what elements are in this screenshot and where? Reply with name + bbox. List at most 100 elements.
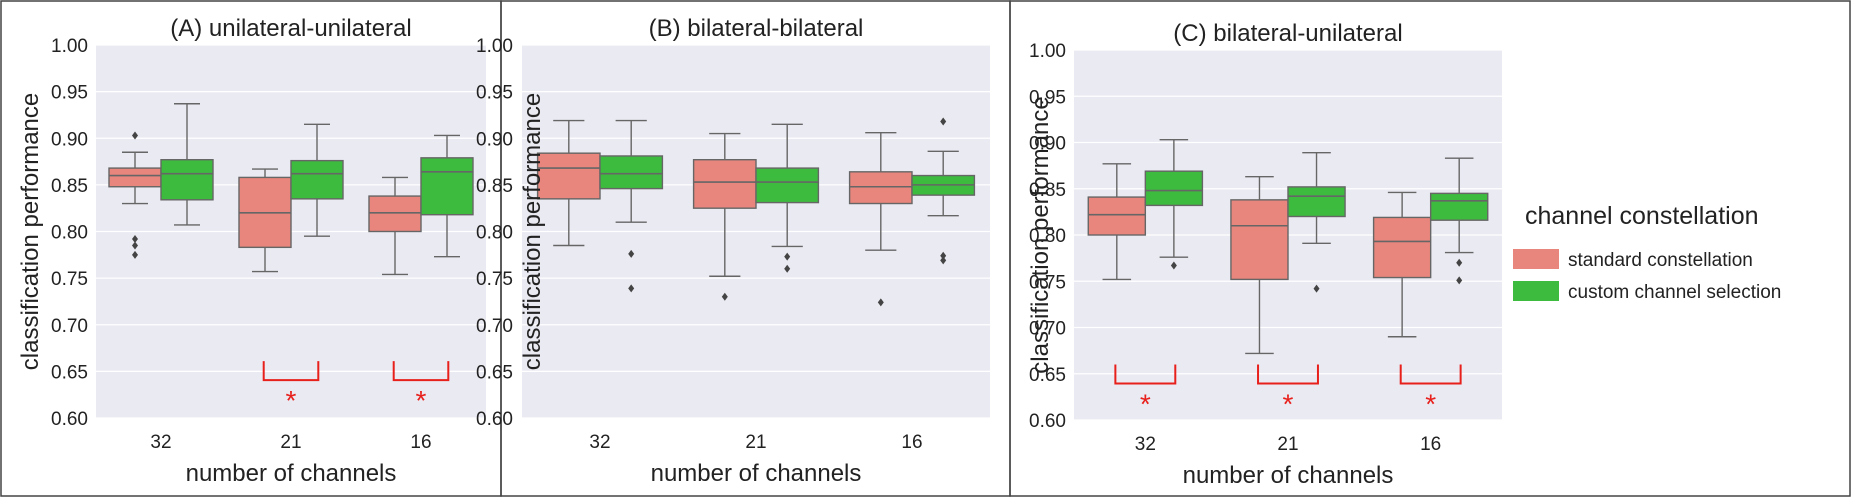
outlier-point (784, 264, 791, 273)
box-standard-32 (108, 131, 162, 259)
outlier-point (940, 117, 947, 126)
box-iqr (1087, 196, 1147, 236)
y-axis-label: classification performance (1027, 96, 1054, 373)
y-tick-label: 0.60 (476, 409, 513, 430)
box-iqr (1230, 199, 1289, 281)
outlier-point (1170, 261, 1177, 270)
chart-title: (A) unilateral-unilateral (170, 15, 411, 42)
legend-title: channel constellation (1525, 202, 1759, 230)
box-custom-21 (755, 123, 820, 273)
y-tick-label: 0.85 (1029, 180, 1066, 201)
significance-star: * (1140, 389, 1151, 420)
significance-star: * (416, 385, 427, 416)
outlier-point (940, 251, 947, 260)
chart-panel-0: 0.60 0.65 0.70 0.75 0.80 0.85 0.90 0.95 1.00 32 21… (17, 15, 486, 487)
box-iqr (599, 155, 664, 190)
x-tick-label: 32 (1135, 434, 1156, 455)
box-custom-16 (1429, 157, 1489, 285)
significance-bracket (1257, 364, 1319, 385)
y-tick-label: 0.95 (51, 83, 88, 104)
y-tick-label: 0.95 (476, 83, 513, 104)
y-tick-label: 0.90 (51, 129, 88, 150)
x-tick-label: 16 (410, 432, 431, 453)
box-custom-32 (599, 119, 664, 293)
outlier-point (132, 241, 138, 250)
x-axis-label: number of channels (1183, 462, 1394, 489)
x-axis-label: number of channels (651, 460, 862, 487)
x-tick-label: 21 (1277, 434, 1298, 455)
y-tick-label: 0.70 (51, 316, 88, 337)
box-iqr (692, 158, 757, 209)
y-tick-label: 0.95 (1029, 87, 1066, 108)
x-tick-label: 32 (589, 432, 610, 453)
significance-star: * (1283, 389, 1294, 420)
chart-panel-2: 0.60 0.65 0.70 0.75 0.80 0.85 0.90 0.95 1.00 32 21… (1027, 20, 1502, 489)
box-iqr (108, 167, 162, 188)
y-tick-label: 0.75 (1029, 272, 1066, 293)
box-iqr (1144, 170, 1204, 207)
outlier-point (721, 292, 728, 301)
legend: channel constellation standard constellat… (1513, 202, 1781, 303)
y-tick-label: 0.80 (476, 223, 513, 244)
box-standard-16 (1372, 191, 1432, 338)
chart-title: (B) bilateral-bilateral (649, 15, 864, 42)
x-tick-label: 21 (280, 432, 301, 453)
y-tick-label: 0.65 (51, 362, 88, 383)
legend-swatch-custom (1513, 281, 1559, 301)
box-standard-21 (692, 132, 757, 301)
outlier-point (940, 256, 947, 265)
legend-swatch-standard (1513, 249, 1559, 269)
significance-bracket (262, 361, 320, 382)
box-standard-32 (536, 119, 601, 247)
y-tick-label: 0.75 (51, 269, 88, 290)
box-custom-16 (911, 117, 976, 265)
chart-panel-1: 0.60 0.65 0.70 0.75 0.80 0.85 0.90 0.95 1.00 32 21… (476, 15, 990, 487)
box-iqr (290, 159, 344, 200)
significance-bracket (1399, 364, 1462, 385)
y-tick-label: 0.60 (51, 409, 88, 430)
significance-bracket (392, 361, 450, 382)
y-tick-label: 0.65 (1029, 365, 1066, 386)
box-iqr (755, 167, 820, 204)
outlier-point (1456, 258, 1463, 267)
significance-star: * (286, 385, 297, 416)
y-tick-label: 1.00 (476, 36, 513, 57)
outlier-point (784, 252, 791, 261)
box-custom-21 (290, 123, 344, 237)
y-axis-label: classification performance (519, 93, 546, 370)
box-iqr (848, 171, 913, 205)
outlier-point (628, 284, 635, 293)
y-tick-label: 0.80 (1029, 226, 1066, 247)
box-custom-32 (160, 103, 214, 226)
box-iqr (1287, 186, 1346, 218)
outlier-point (877, 298, 884, 307)
outlier-point (132, 131, 138, 140)
box-iqr (368, 195, 422, 233)
significance-star: * (1425, 389, 1436, 420)
box-iqr (536, 152, 601, 200)
outlier-point (628, 249, 635, 258)
chart-title: (C) bilateral-unilateral (1173, 20, 1402, 47)
panel-frame-2 (1009, 0, 1851, 497)
outlier-point (1313, 284, 1320, 293)
box-custom-21 (1287, 151, 1346, 293)
y-tick-label: 0.80 (51, 223, 88, 244)
y-tick-label: 1.00 (51, 36, 88, 57)
x-tick-label: 16 (1420, 434, 1441, 455)
outlier-point (132, 250, 138, 259)
y-tick-label: 0.90 (476, 129, 513, 150)
x-tick-label: 21 (745, 432, 766, 453)
y-tick-label: 0.70 (1029, 319, 1066, 340)
box-custom-16 (420, 134, 474, 258)
y-tick-label: 0.70 (476, 316, 513, 337)
box-standard-21 (1230, 176, 1289, 355)
box-iqr (420, 157, 474, 216)
x-tick-label: 16 (901, 432, 922, 453)
box-standard-32 (1087, 163, 1147, 281)
y-tick-label: 0.75 (476, 269, 513, 290)
box-standard-21 (238, 168, 292, 273)
x-axis-label: number of channels (186, 460, 397, 487)
y-tick-label: 0.60 (1029, 411, 1066, 432)
y-axis-label: classification performance (17, 93, 44, 370)
